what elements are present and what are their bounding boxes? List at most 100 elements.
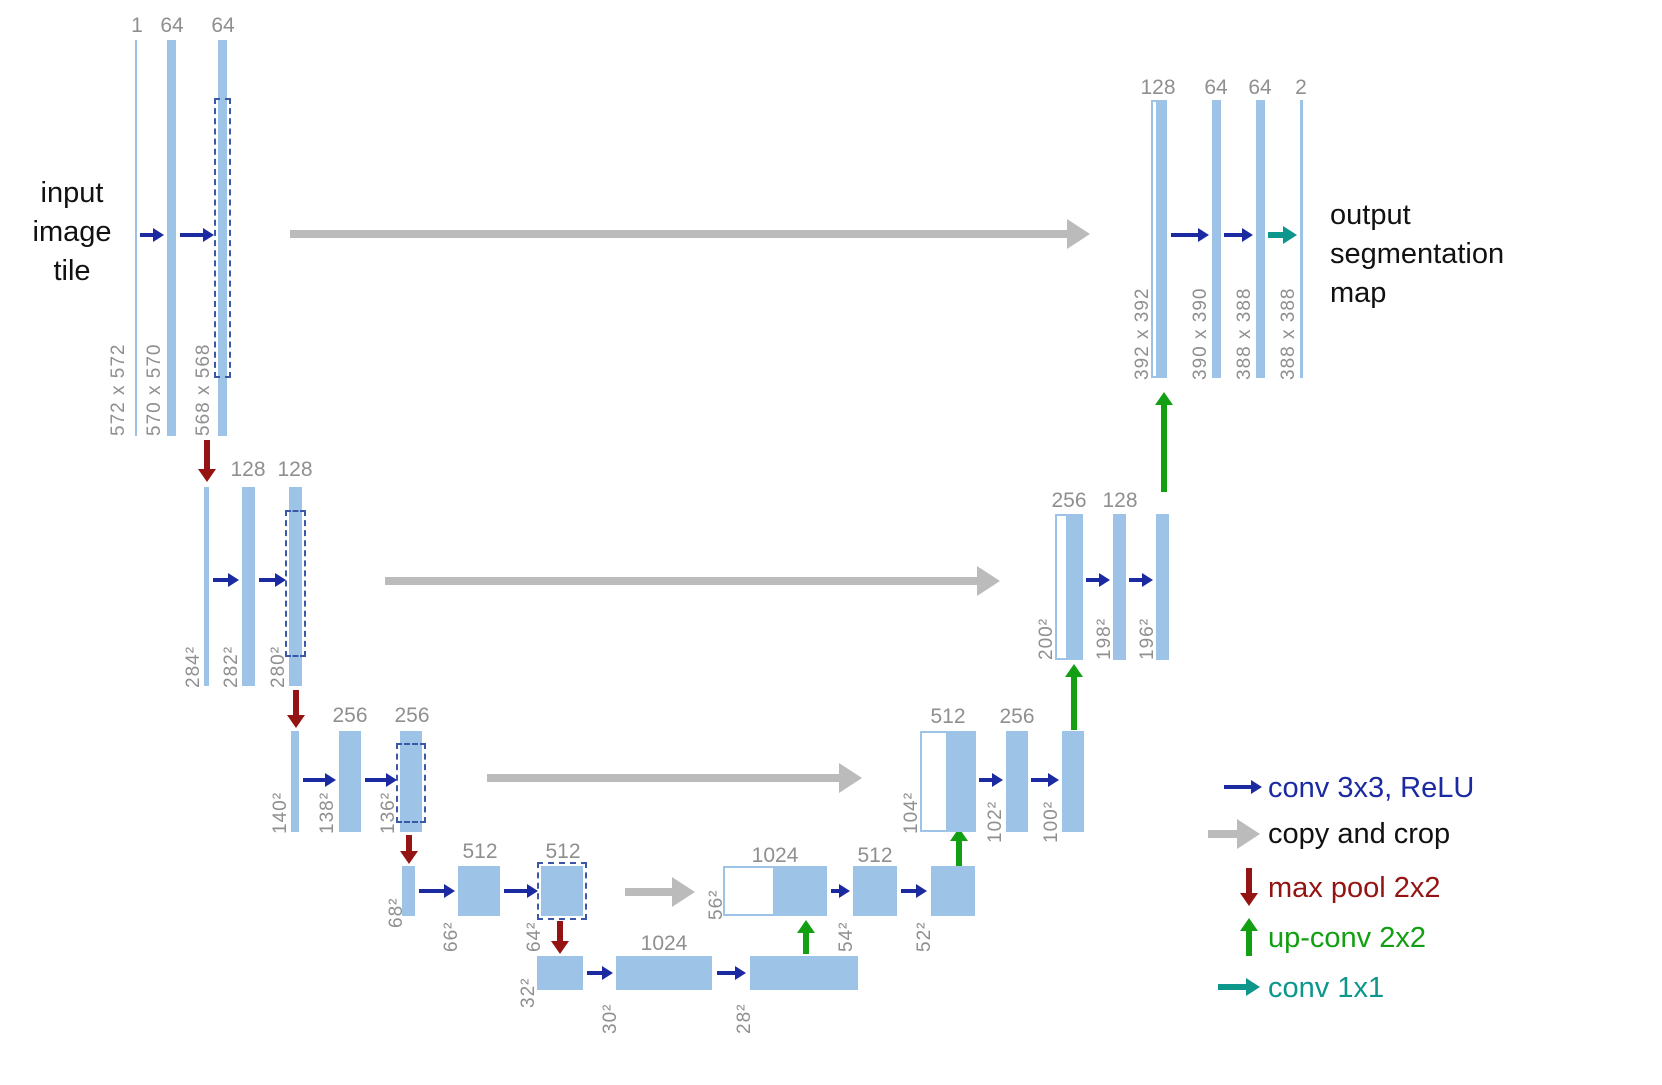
feature-size-label: 200² (1036, 617, 1057, 660)
feature-size-label: 388 x 388 (1278, 287, 1299, 380)
channel-count-label: 64 (1204, 76, 1228, 99)
feature-map-bar (931, 866, 975, 916)
feature-map-bar (1156, 514, 1169, 660)
conv1x1-arrow (1268, 226, 1297, 244)
feature-map-bar (1300, 100, 1303, 378)
feature-size-label: 392 x 392 (1132, 287, 1153, 380)
max-pool-arrow (551, 921, 569, 954)
copy-crop-arrow (290, 219, 1090, 249)
conv-arrow (259, 573, 286, 587)
legend-up-conv-label: up-conv 2x2 (1268, 922, 1426, 954)
feature-map-bar (402, 866, 415, 916)
conv-arrow (1086, 573, 1110, 587)
copied-feature-bar (920, 731, 948, 832)
conv-arrow (419, 884, 455, 898)
conv-arrow (140, 228, 164, 242)
feature-size-label: 136² (378, 791, 399, 834)
feature-map-bar (218, 40, 227, 436)
copy-crop-arrow (487, 763, 862, 793)
input-caption: input image tile (22, 174, 122, 291)
feature-map-bar (1256, 100, 1265, 378)
feature-map-bar (400, 731, 422, 832)
conv-arrow (213, 573, 239, 587)
copied-feature-bar (1055, 514, 1068, 660)
feature-size-label: 284² (183, 645, 204, 688)
feature-size-label: 198² (1094, 617, 1115, 660)
legend-conv-arrow-icon (1224, 780, 1262, 794)
feature-size-label: 138² (317, 791, 338, 834)
output-caption: output segmentation map (1330, 196, 1580, 313)
conv-arrow (587, 966, 613, 980)
channel-count-label: 64 (160, 14, 184, 37)
feature-size-label: 30² (600, 1003, 621, 1034)
feature-map-bar (1113, 514, 1126, 660)
feature-map-bar (775, 866, 827, 916)
feature-size-label: 66² (441, 921, 462, 952)
channel-count-label: 512 (545, 840, 581, 863)
legend-max-pool-label: max pool 2x2 (1268, 872, 1441, 904)
feature-map-bar (1158, 100, 1167, 378)
copied-feature-bar (1151, 100, 1158, 378)
up-conv-arrow (797, 920, 815, 954)
feature-size-label: 54² (836, 921, 857, 952)
max-pool-arrow (198, 440, 216, 482)
feature-map-bar (242, 487, 255, 686)
legend-conv1x1-label: conv 1x1 (1268, 972, 1385, 1004)
up-conv-arrow (950, 828, 968, 866)
conv-arrow (1171, 228, 1209, 242)
feature-map-bar (541, 866, 583, 916)
legend-copy-arrow-icon (1208, 819, 1260, 849)
crop-region-outline (396, 743, 426, 823)
output-caption-line: segmentation (1330, 238, 1505, 270)
feature-size-label: 52² (914, 921, 935, 952)
feature-map-bar (339, 731, 361, 832)
feature-map-bar (291, 731, 299, 832)
feature-size-label: 280² (268, 645, 289, 688)
up-conv-arrow (1065, 664, 1083, 730)
feature-size-label: 140² (270, 791, 291, 834)
conv-arrow (180, 228, 214, 242)
channel-count-label: 128 (230, 458, 266, 481)
channel-count-label: 256 (332, 704, 368, 727)
feature-map-bar (616, 956, 712, 990)
feature-size-label: 568 x 568 (193, 343, 214, 436)
feature-map-bar (1068, 514, 1083, 660)
feature-map-bar (1006, 731, 1028, 832)
channel-count-label: 128 (277, 458, 313, 481)
feature-size-label: 390 x 390 (1190, 287, 1211, 380)
input-caption-line: tile (53, 255, 91, 287)
feature-size-label: 56² (706, 889, 727, 920)
legend-conv1x1-arrow-icon (1218, 978, 1260, 996)
feature-map-bar (537, 956, 583, 990)
channel-count-label: 64 (1248, 76, 1272, 99)
feature-size-label: 570 x 570 (144, 343, 165, 436)
copy-crop-arrow (385, 566, 1000, 596)
legend-max-pool-arrow-icon (1240, 868, 1258, 906)
channel-count-label: 2 (1295, 76, 1307, 99)
channel-count-label: 256 (1051, 489, 1087, 512)
legend-conv-label: conv 3x3, ReLU (1268, 772, 1475, 804)
output-caption-line: output (1330, 199, 1411, 231)
channel-count-label: 1024 (640, 932, 688, 955)
channel-count-label: 512 (930, 705, 966, 728)
conv-arrow (1224, 228, 1253, 242)
legend-up-conv-arrow-icon (1240, 918, 1258, 956)
up-conv-arrow (1155, 392, 1173, 492)
copied-feature-bar (723, 866, 775, 916)
feature-map-bar (204, 487, 209, 686)
channel-count-label: 128 (1102, 489, 1138, 512)
conv-arrow (979, 773, 1003, 787)
feature-size-label: 102² (985, 800, 1006, 843)
feature-size-label: 68² (386, 897, 407, 928)
feature-size-label: 196² (1137, 617, 1158, 660)
feature-size-label: 282² (221, 645, 242, 688)
max-pool-arrow (287, 690, 305, 728)
input-caption-line: input (40, 177, 104, 209)
input-caption-line: image (32, 216, 112, 248)
feature-map-bar (853, 866, 897, 916)
channel-count-label: 1 (131, 14, 143, 37)
feature-size-label: 32² (518, 977, 539, 1008)
feature-size-label: 388 x 388 (1234, 287, 1255, 380)
feature-map-bar (1212, 100, 1221, 378)
conv-arrow (717, 966, 746, 980)
